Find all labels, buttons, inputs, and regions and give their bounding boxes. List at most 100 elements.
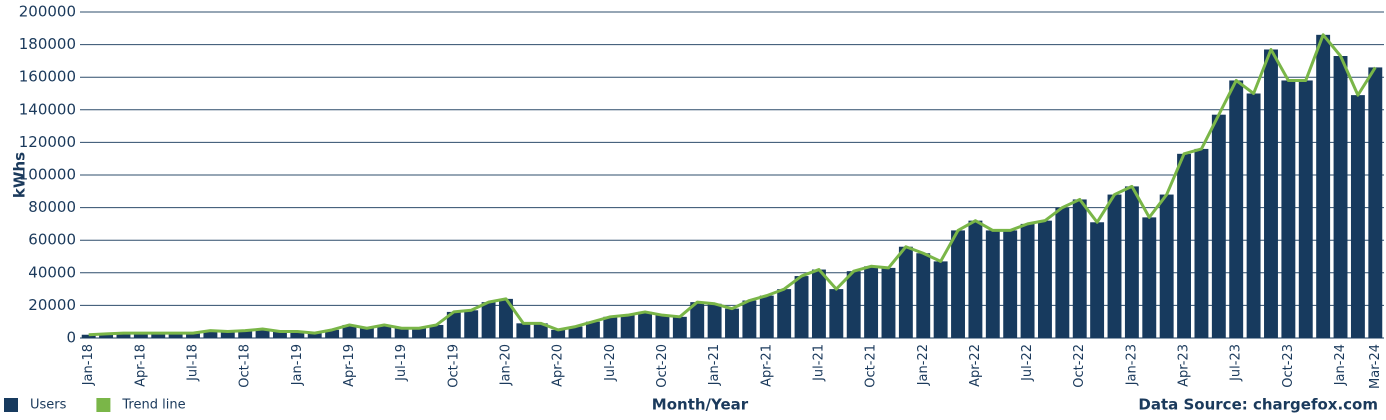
trend-line [88, 33, 1377, 337]
bar [829, 289, 844, 338]
y-tick-label: 0 [66, 329, 76, 347]
bar [272, 331, 287, 338]
bar [429, 324, 444, 338]
bar [759, 295, 774, 338]
bar [707, 303, 722, 338]
y-tick-label: 20000 [28, 296, 76, 314]
bar [951, 230, 965, 338]
bar [1038, 220, 1052, 338]
bar [846, 271, 861, 338]
x-tick-label: Jan-22 [916, 344, 931, 386]
x-tick-label: Jan-18 [81, 344, 96, 386]
bar [1333, 56, 1348, 338]
legend-label: Trend line [121, 398, 185, 413]
x-tick-label: Jan-19 [290, 344, 305, 386]
y-tick-label: 80000 [28, 198, 76, 216]
bar [672, 316, 687, 338]
bar [690, 302, 705, 338]
y-tick-label: 40000 [28, 263, 76, 281]
x-tick-label: Oct-21 [864, 344, 879, 388]
bar [864, 266, 879, 338]
x-axis-title: Month/Year [652, 396, 749, 414]
bar [290, 331, 305, 338]
bar [255, 329, 270, 338]
bar [203, 330, 218, 338]
bar [933, 261, 948, 338]
x-tick-label: Jan-23 [1124, 344, 1139, 386]
bar [777, 289, 792, 338]
y-tick-label: 100000 [19, 166, 76, 184]
bar [220, 331, 235, 338]
bar [533, 323, 548, 338]
bar [898, 246, 913, 338]
y-tick-label: 200000 [19, 3, 76, 21]
bar [412, 328, 426, 338]
bar [186, 333, 200, 338]
bar [307, 333, 322, 338]
x-tick-label: Oct-18 [238, 344, 253, 388]
bar [1229, 80, 1244, 339]
bar [655, 315, 670, 338]
legend-swatch [4, 398, 18, 412]
bar [585, 321, 600, 338]
x-tick-label: Apr-20 [551, 344, 566, 387]
x-tick-label: Apr-22 [968, 344, 983, 387]
bar [725, 308, 739, 338]
bar [916, 253, 931, 338]
x-tick-label: Jan-21 [707, 344, 722, 386]
bar [1177, 153, 1192, 338]
legend-swatch [96, 398, 111, 412]
bar [377, 324, 392, 338]
bar [481, 302, 496, 338]
x-tick-label: Jul-21 [811, 344, 826, 382]
x-tick-label: Jul-18 [186, 344, 201, 382]
bar [81, 334, 96, 338]
bar [342, 324, 357, 338]
bar [99, 333, 114, 338]
bar [742, 300, 757, 338]
bar [1316, 34, 1331, 338]
bar [603, 316, 618, 338]
bar [985, 230, 1000, 338]
x-tick-label: Jan-24 [1333, 344, 1348, 386]
bar [1281, 80, 1296, 339]
bar [359, 328, 374, 338]
x-tick-label: Apr-19 [342, 344, 357, 387]
x-tick-label: Jul-22 [1020, 344, 1035, 382]
bar [325, 329, 340, 338]
bar [133, 333, 148, 338]
bar [1090, 222, 1105, 338]
bar [168, 333, 183, 338]
x-tick-label: Oct-23 [1281, 344, 1296, 388]
y-axis-title: kWhs [11, 152, 29, 198]
y-tick-label: 60000 [28, 231, 76, 249]
bar [446, 311, 461, 338]
source-note: Data Source: chargefox.com [1138, 396, 1378, 414]
x-tick-label: Oct-22 [1072, 344, 1087, 388]
x-tick-label: Apr-23 [1177, 344, 1192, 387]
bar [1142, 217, 1157, 338]
x-tick-label: Apr-21 [759, 344, 774, 387]
bar [1072, 199, 1087, 338]
bar [238, 330, 253, 338]
bar [1194, 148, 1209, 338]
y-tick-label: 180000 [19, 35, 76, 53]
bar [1107, 194, 1122, 338]
y-tick-label: 160000 [19, 68, 76, 86]
bar [811, 269, 826, 338]
x-tick-label: Jul-20 [603, 344, 618, 382]
bar [568, 326, 583, 338]
x-tick-label: Mar-24 [1368, 344, 1383, 389]
bar [1211, 114, 1226, 338]
x-tick-label: Oct-19 [446, 344, 461, 388]
x-tick-label: Apr-18 [133, 344, 148, 387]
x-tick-label: Jan-20 [498, 344, 513, 386]
bar [881, 267, 896, 338]
x-tick-label: Jul-19 [394, 344, 409, 382]
bar [516, 323, 531, 338]
y-tick-label: 140000 [19, 100, 76, 118]
bar [620, 315, 635, 338]
bar [499, 298, 513, 338]
